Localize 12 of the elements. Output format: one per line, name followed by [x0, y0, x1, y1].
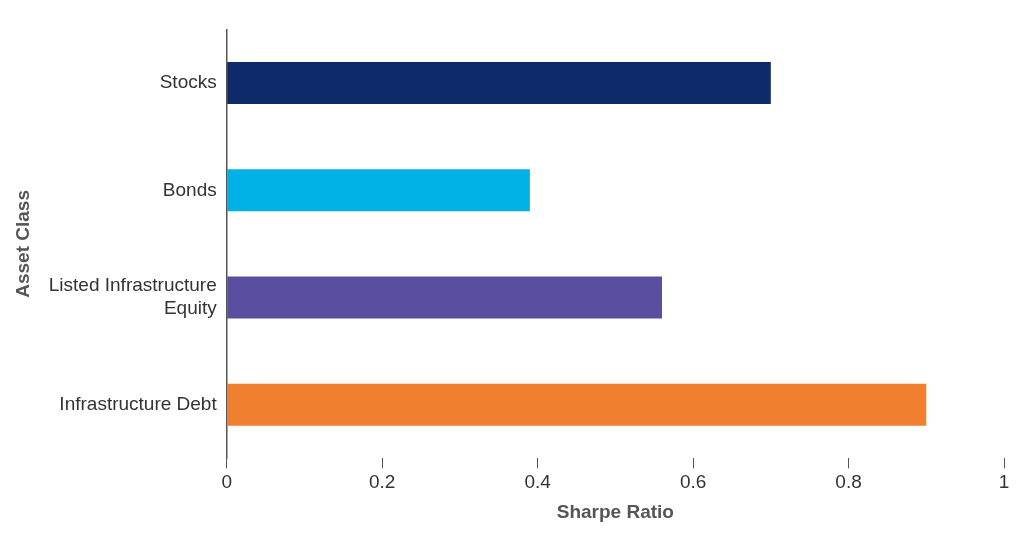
x-tick-label: 0.2 [368, 471, 396, 493]
x-tick-label: 1 [998, 471, 1010, 493]
x-axis-title: Sharpe Ratio [556, 500, 674, 522]
x-tick-label: 0.6 [679, 471, 707, 493]
y-axis-title: Asset Class [11, 190, 33, 298]
x-tick-label: 0.8 [835, 471, 862, 493]
y-tick-label: Stocks [159, 71, 217, 93]
y-tick-label: Bonds [162, 178, 217, 200]
x-tick-label: 0 [221, 471, 232, 493]
y-tick-label: Listed Infrastructure Equity [48, 274, 218, 319]
x-tick-label: 0.4 [524, 471, 552, 493]
y-tick-label: Infrastructure Debt [59, 393, 218, 415]
